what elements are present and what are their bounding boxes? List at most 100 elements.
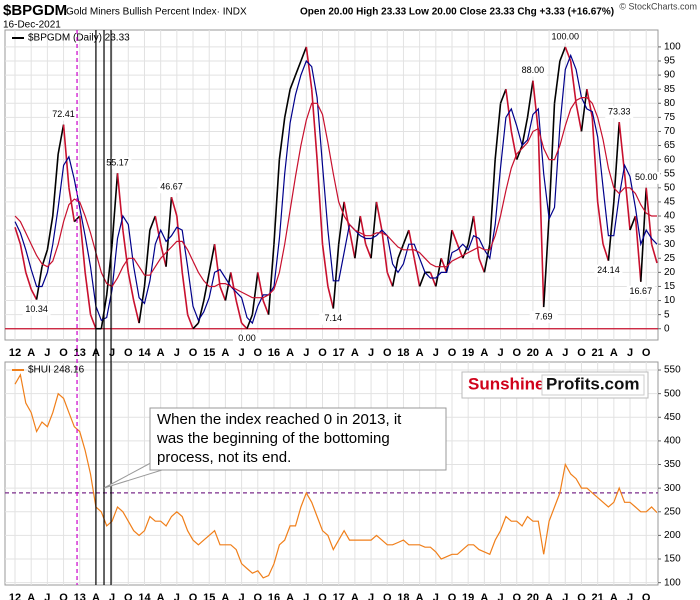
line-segment bbox=[435, 258, 442, 287]
y-tick-label: 50 bbox=[664, 182, 676, 193]
x-tick-label: O bbox=[642, 347, 651, 359]
chart-date: 16-Dec-2021 bbox=[3, 20, 61, 31]
y-tick-label: 15 bbox=[664, 281, 676, 292]
y-tick-label: 85 bbox=[664, 84, 676, 95]
line-segment bbox=[208, 244, 216, 273]
x-tick-label: J bbox=[109, 592, 115, 600]
x-tick-label: O bbox=[642, 592, 651, 600]
x-tick-label: A bbox=[221, 347, 229, 359]
value-label: 16.67 bbox=[630, 286, 653, 296]
line-segment bbox=[203, 272, 211, 301]
y-tick-label: 20 bbox=[664, 267, 676, 278]
line-segment bbox=[532, 80, 540, 132]
x-tick-label: J bbox=[44, 592, 50, 600]
y-tick-label: 90 bbox=[664, 70, 676, 81]
x-tick-label: A bbox=[351, 592, 359, 600]
line-segment bbox=[580, 89, 588, 132]
line-segment bbox=[634, 215, 642, 282]
value-label: 72.41 bbox=[52, 109, 75, 119]
line-segment bbox=[354, 215, 362, 259]
callout-text: process, not its end. bbox=[157, 449, 291, 466]
line-segment bbox=[553, 60, 561, 104]
line-segment bbox=[46, 215, 54, 250]
x-tick-label: J bbox=[433, 347, 439, 359]
x-tick-label: A bbox=[545, 347, 553, 359]
y-tick-label: 40 bbox=[664, 211, 676, 222]
value-label-bg bbox=[319, 312, 348, 325]
line-segment bbox=[505, 89, 513, 132]
x-tick-label: O bbox=[253, 592, 262, 600]
x-tick-label: 14 bbox=[138, 347, 151, 359]
x-tick-label: 21 bbox=[592, 347, 604, 359]
x-tick-label: 13 bbox=[74, 592, 86, 600]
line-segment bbox=[602, 243, 610, 261]
value-label-bg bbox=[157, 181, 186, 194]
value-label-bg bbox=[605, 106, 634, 119]
line-segment bbox=[650, 243, 658, 264]
y-tick-label: 0 bbox=[664, 323, 670, 334]
line-segment bbox=[381, 229, 389, 273]
value-label: 50.00 bbox=[635, 172, 658, 182]
line-segment bbox=[607, 201, 615, 261]
x-tick-label: A bbox=[27, 347, 35, 359]
line-segment bbox=[19, 244, 27, 273]
y-tick-label: 65 bbox=[664, 140, 676, 151]
y-tick-label: 300 bbox=[664, 483, 681, 494]
x-tick-label: O bbox=[577, 592, 586, 600]
x-tick-label: J bbox=[239, 347, 245, 359]
x-tick-label: J bbox=[497, 347, 503, 359]
x-tick-label: A bbox=[545, 592, 553, 600]
y-tick-label: 80 bbox=[664, 98, 676, 109]
x-tick-label: J bbox=[627, 592, 633, 600]
x-tick-label: 15 bbox=[203, 347, 215, 359]
line-segment bbox=[321, 244, 329, 287]
line-segment bbox=[521, 117, 529, 146]
y-tick-label: 30 bbox=[664, 239, 676, 250]
line-segment bbox=[251, 272, 259, 315]
x-tick-label: J bbox=[239, 592, 245, 600]
line-segment bbox=[537, 131, 545, 308]
x-tick-label: 20 bbox=[527, 592, 539, 600]
x-tick-label: 12 bbox=[9, 347, 21, 359]
line-segment bbox=[623, 173, 631, 231]
quote: Open 20.00 High 23.33 Low 20.00 Close 23… bbox=[300, 7, 614, 18]
value-label: 46.67 bbox=[160, 182, 183, 192]
value-label-bg bbox=[551, 30, 580, 43]
line-segment bbox=[176, 215, 184, 273]
line-segment bbox=[30, 288, 38, 300]
line-segment bbox=[483, 244, 491, 273]
line-segment bbox=[230, 272, 237, 301]
x-tick-label: A bbox=[610, 592, 618, 600]
line-segment bbox=[467, 215, 475, 245]
x-tick-label: J bbox=[368, 347, 374, 359]
line-segment bbox=[386, 272, 394, 287]
line-segment bbox=[569, 60, 577, 104]
y-tick-label: 550 bbox=[664, 365, 681, 376]
value-label-bg bbox=[22, 303, 51, 316]
line-segment bbox=[375, 201, 383, 231]
y-tick-label: 150 bbox=[664, 554, 681, 565]
callout-box bbox=[149, 407, 447, 471]
line-segment bbox=[586, 89, 594, 118]
line-segment bbox=[440, 257, 448, 273]
chart-title: $BPGDM bbox=[3, 2, 67, 19]
x-tick-label: A bbox=[27, 592, 35, 600]
line-segment bbox=[462, 243, 469, 259]
x-tick-label: A bbox=[416, 347, 424, 359]
y-tick-label: 55 bbox=[664, 168, 676, 179]
callout-text: was the beginning of the bottoming bbox=[156, 430, 390, 447]
x-tick-label: O bbox=[124, 592, 133, 600]
line-segment bbox=[596, 201, 604, 245]
x-tick-label: 15 bbox=[203, 592, 215, 600]
value-label-bg bbox=[232, 332, 261, 345]
line-segment bbox=[305, 46, 313, 90]
x-tick-label: O bbox=[512, 592, 521, 600]
x-tick-label: 18 bbox=[397, 347, 409, 359]
y-tick-label: 100 bbox=[664, 42, 681, 53]
line-segment bbox=[192, 322, 200, 330]
x-tick-label: J bbox=[627, 347, 633, 359]
x-tick-label: O bbox=[189, 592, 198, 600]
value-label: 10.34 bbox=[25, 304, 48, 314]
y-tick-label: 10 bbox=[664, 295, 676, 306]
value-label-bg bbox=[49, 108, 78, 121]
